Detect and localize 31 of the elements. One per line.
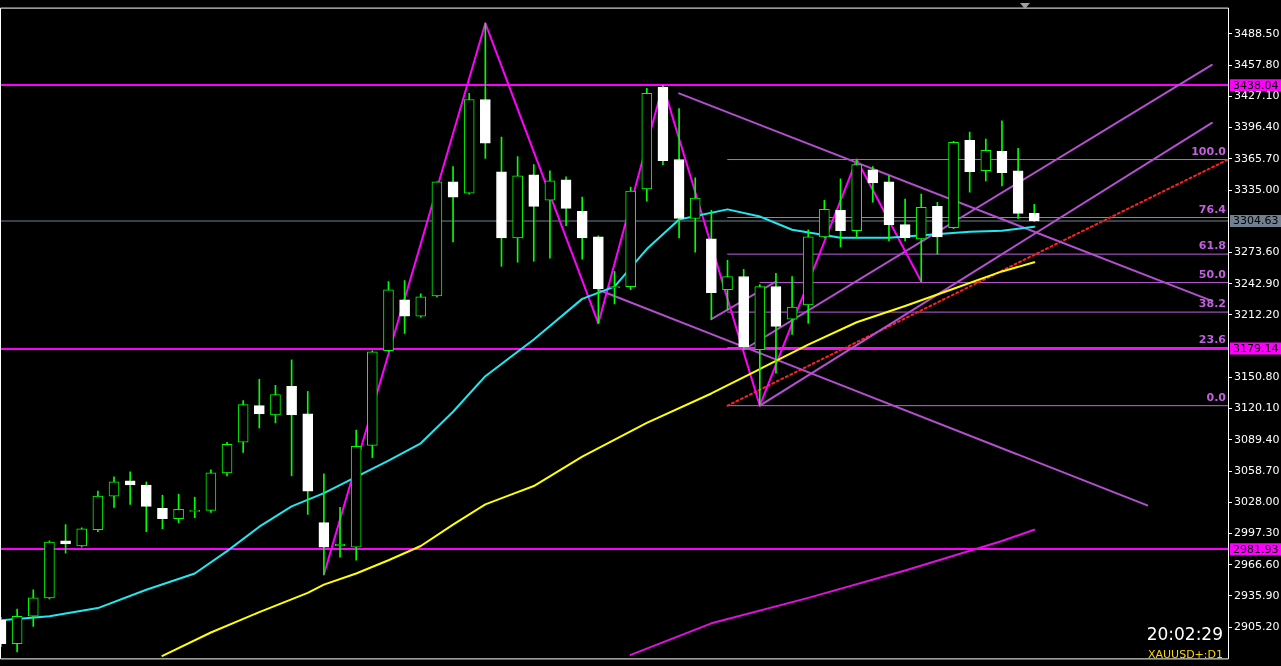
y-tick-label: 3028.00	[1234, 495, 1280, 509]
annotation: 20:02:29	[1146, 624, 1223, 644]
y-tick-label: 3058.70	[1234, 463, 1280, 477]
series-label: 76.4	[1198, 202, 1227, 216]
y-tick-label: 3335.00	[1234, 182, 1280, 196]
ref-line-label: 2981.93	[1233, 542, 1279, 556]
y-tick-label: 2966.60	[1234, 557, 1280, 571]
y-tick-label: 3365.70	[1234, 151, 1280, 165]
y-tick-label: 3150.80	[1234, 370, 1280, 384]
series-label: 50.0	[1198, 267, 1227, 281]
y-tick-label: 3242.90	[1234, 276, 1280, 290]
ref-line-label: 3304.63	[1233, 214, 1279, 228]
y-tick-label: 3212.20	[1234, 307, 1280, 321]
y-tick-label: 2905.20	[1234, 620, 1280, 634]
series-label: 38.2	[1198, 297, 1226, 311]
y-tick-label: 3120.10	[1234, 401, 1280, 415]
series-label: 0.0	[1206, 391, 1227, 405]
y-tick-label: 2935.90	[1234, 588, 1280, 602]
series-label: 61.8	[1198, 239, 1226, 253]
y-tick-label: 3457.80	[1234, 58, 1280, 72]
annotation: XAUUSD+:D1	[1147, 648, 1223, 662]
y-tick-label: 3089.40	[1234, 432, 1280, 446]
ref-line-label: 3438.04	[1233, 78, 1279, 92]
y-tick-label: 3427.10	[1234, 89, 1280, 103]
series-label: 23.6	[1198, 333, 1227, 347]
ref-line-label: 3179.14	[1233, 341, 1279, 355]
y-tick-label: 3488.50	[1234, 26, 1280, 40]
y-tick-label: 2997.30	[1234, 526, 1280, 540]
y-tick-label: 3396.40	[1234, 120, 1280, 134]
series-label: 100.0	[1191, 144, 1227, 158]
y-tick-label: 3273.60	[1234, 245, 1280, 259]
